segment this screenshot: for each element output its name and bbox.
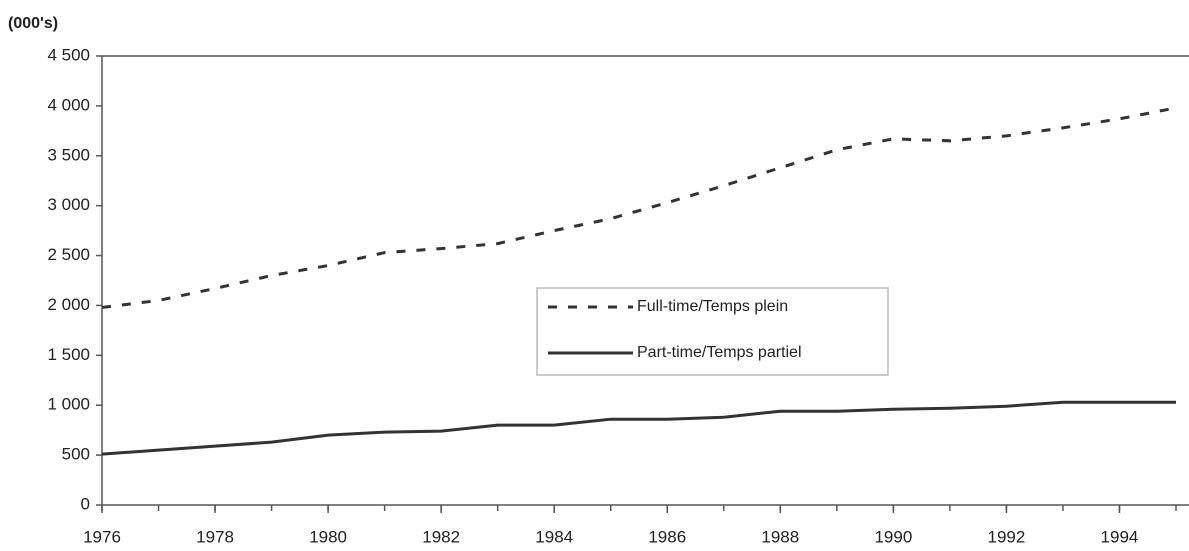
x-tick-label: 1978 [196,527,234,546]
y-tick-label: 3 500 [47,145,90,164]
y-axis-label: (000's) [8,15,58,32]
y-tick-label: 1 000 [47,395,90,414]
series-line [101,400,1176,456]
y-tick-label: 3 000 [47,195,90,214]
y-tick-label: 2 500 [47,245,90,264]
y-tick-label: 500 [62,445,90,464]
x-tick-label: 1992 [988,527,1026,546]
x-tick-label: 1982 [422,527,460,546]
y-tick-label: 4 500 [47,45,90,64]
legend-label: Full-time/Temps plein [637,298,788,315]
y-tick-label: 2 000 [47,295,90,314]
x-tick-label: 1980 [309,527,347,546]
x-tick-label: 1984 [535,527,573,546]
y-tick-label: 4 000 [47,95,90,114]
y-tick-label: 0 [81,494,90,513]
x-tick-label: 1986 [648,527,686,546]
y-tick-label: 1 500 [47,345,90,364]
x-tick-label: 1976 [83,527,121,546]
x-tick-label: 1988 [761,527,799,546]
legend-box [536,287,889,376]
series-line [101,106,1177,309]
legend-label: Part-time/Temps partiel [637,344,802,361]
x-tick-label: 1994 [1101,527,1139,546]
x-tick-label: 1990 [874,527,912,546]
